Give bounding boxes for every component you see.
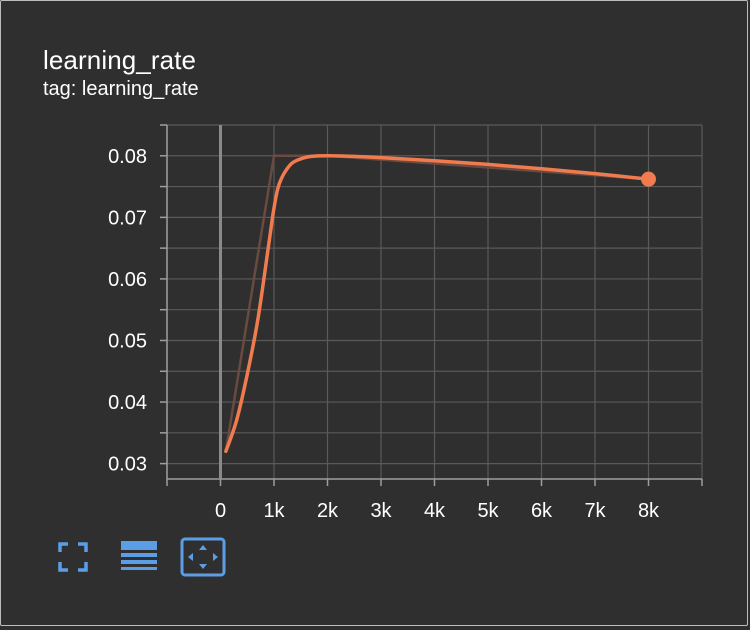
series-lines — [224, 154, 656, 454]
raw-series-line — [224, 154, 649, 452]
y-tick-label: 0.05 — [108, 330, 147, 352]
x-tick-label: 6k — [531, 500, 553, 522]
x-tick-label: 1k — [263, 500, 285, 522]
y-axis-ticks: 0.03 0.04 0.05 0.06 0.07 0.08 — [108, 124, 167, 476]
smoothed-series-line — [224, 154, 651, 454]
x-tick-label: 5k — [477, 500, 499, 522]
fit-domain-icon — [180, 537, 226, 577]
x-tick-label: 0 — [215, 500, 226, 522]
y-tick-label: 0.04 — [108, 392, 147, 414]
y-tick-label: 0.03 — [108, 454, 147, 476]
x-tick-label: 8k — [638, 500, 660, 522]
x-tick-label: 7k — [584, 500, 606, 522]
toggle-data-table-button[interactable] — [117, 537, 161, 577]
x-tick-label: 4k — [424, 500, 446, 522]
card-subtitle: tag: learning_rate — [43, 78, 199, 100]
y-tick-label: 0.07 — [108, 207, 147, 229]
last-value-point — [641, 171, 656, 187]
fullscreen-button[interactable] — [53, 537, 93, 577]
data-table-icon — [121, 541, 157, 570]
x-tick-label: 2k — [317, 500, 339, 522]
fullscreen-icon — [58, 542, 88, 572]
fit-domain-button[interactable] — [179, 535, 227, 579]
y-tick-label: 0.08 — [108, 146, 147, 168]
x-tick-label: 3k — [370, 500, 392, 522]
card-title: learning_rate — [43, 45, 197, 75]
y-tick-label: 0.06 — [108, 269, 147, 291]
x-axis-ticks: 0 1k 2k 3k 4k 5k 6k 7k 8k — [166, 479, 703, 522]
